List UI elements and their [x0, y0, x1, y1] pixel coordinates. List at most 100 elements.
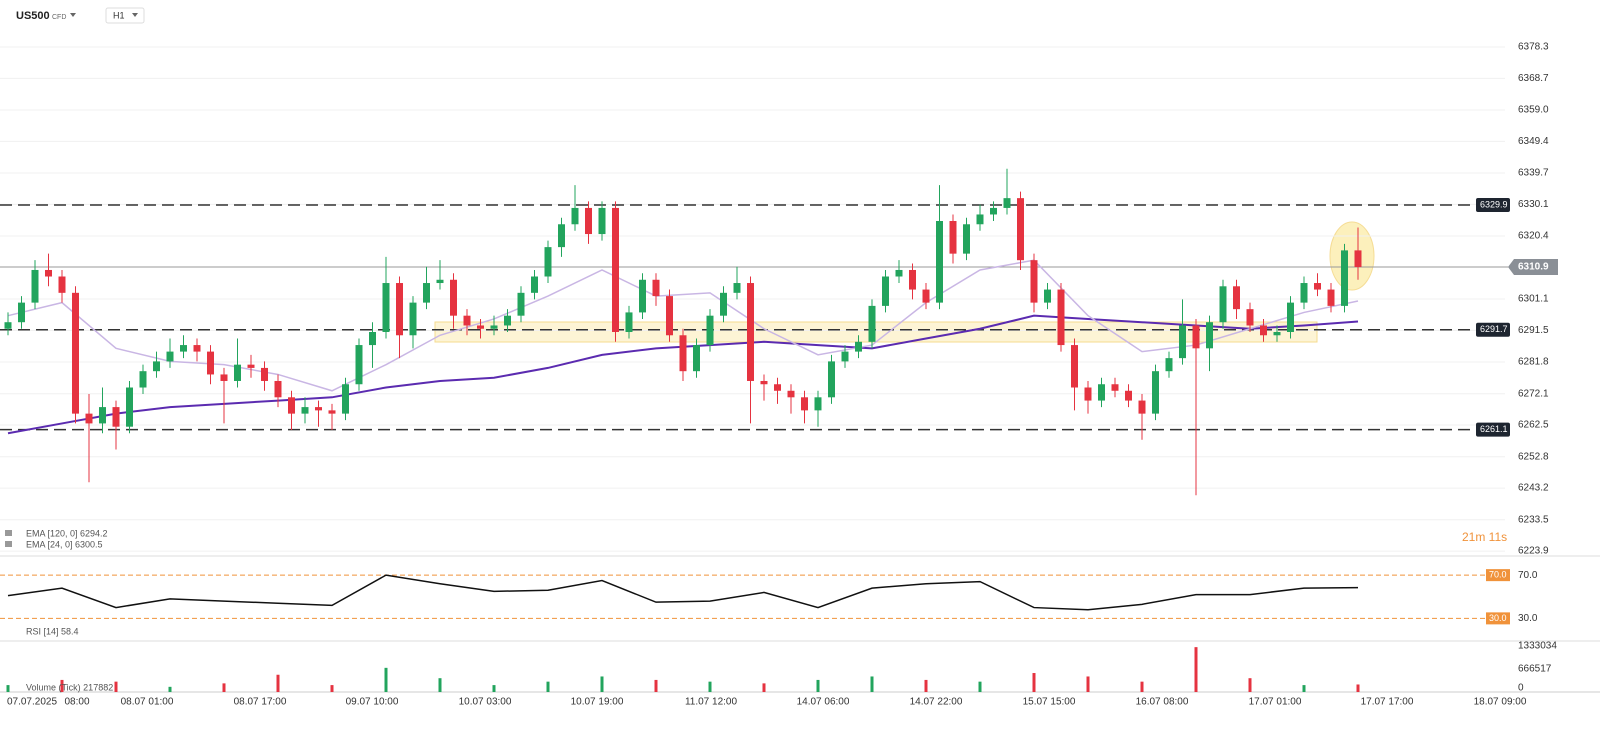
candle-body: [976, 214, 984, 225]
candle-body: [612, 207, 619, 333]
candle-body: [99, 407, 106, 424]
y-tick-label: 6243.2: [1518, 483, 1549, 494]
volume-bar: [1140, 681, 1144, 692]
candle-body: [693, 345, 700, 372]
candle-body: [1179, 325, 1186, 359]
candle-body: [504, 315, 511, 326]
volume-bar: [1302, 685, 1306, 692]
volume-bar: [546, 681, 550, 692]
candle-body: [1030, 260, 1038, 303]
volume-bar: [654, 679, 658, 692]
volume-bar: [1194, 647, 1198, 692]
candle-body: [1044, 289, 1051, 303]
volume-bar: [492, 685, 496, 692]
x-tick-label: 07.07.2025: [7, 697, 57, 708]
volume-bar: [708, 681, 712, 692]
candle-body: [463, 315, 471, 326]
x-tick-label: 18.07 09:00: [1474, 697, 1527, 708]
rsi-tag: [1486, 569, 1510, 582]
y-tick-label: 6339.7: [1518, 168, 1549, 179]
y-tick-label: 6233.5: [1518, 514, 1549, 525]
candle-body: [261, 367, 268, 381]
candle-body: [625, 312, 633, 333]
candle-body: [423, 283, 430, 303]
candle-body: [1003, 198, 1011, 208]
x-tick-label: 17.07 17:00: [1361, 697, 1414, 708]
y-tick-label: 6281.8: [1518, 357, 1549, 368]
candle-body: [990, 207, 997, 215]
x-tick-label: 15.07 15:00: [1023, 697, 1076, 708]
y-tick-label: 1333034: [1518, 641, 1557, 652]
candle-body: [828, 361, 835, 398]
timeframe-dropdown[interactable]: [132, 13, 138, 17]
candle-body: [58, 276, 66, 293]
candle-body: [531, 276, 538, 293]
candle-body: [841, 351, 849, 362]
candle-body: [180, 345, 187, 352]
candle-body: [558, 224, 565, 248]
candle-body: [1098, 384, 1105, 401]
candle-body: [517, 292, 525, 316]
symbol-dropdown[interactable]: [70, 13, 76, 17]
instrument-type: CFD: [52, 14, 66, 21]
candle-body: [1273, 332, 1281, 336]
candle-body: [1071, 345, 1078, 388]
candle-body: [1192, 325, 1200, 349]
volume-legend: Volume (Tick) 217882: [26, 682, 113, 692]
candle-body: [382, 283, 390, 333]
legend-entry: EMA [120, 0] 6294.2: [26, 528, 108, 538]
candle-body: [855, 341, 862, 352]
candle-body: [1260, 325, 1267, 336]
candle-body: [1354, 250, 1362, 268]
volume-bar: [168, 686, 172, 692]
candle-body: [774, 384, 781, 391]
candle-body: [652, 279, 660, 297]
timeframe[interactable]: H1: [113, 10, 125, 20]
rsi-tag-label: 30.0: [1489, 613, 1507, 623]
volume-bar: [222, 683, 226, 692]
y-tick-label: 70.0: [1518, 570, 1538, 581]
candle-body: [666, 296, 673, 336]
y-tick-label: 6320.4: [1518, 231, 1549, 242]
candle-body: [247, 364, 255, 368]
volume-bar: [60, 679, 64, 692]
x-tick-label: 08.07 01:00: [121, 697, 174, 708]
candle-body: [1152, 371, 1159, 414]
symbol[interactable]: US500: [16, 10, 50, 22]
y-tick-label: 6378.3: [1518, 42, 1549, 53]
candle-body: [544, 247, 552, 277]
candle-body: [720, 292, 727, 316]
volume-bar: [1356, 684, 1360, 692]
candle-body: [787, 390, 795, 398]
countdown: 21m 11s: [1462, 530, 1507, 544]
y-tick-label: 666517: [1518, 664, 1552, 675]
level-label: 6291.7: [1480, 324, 1508, 334]
volume-bar: [438, 678, 442, 692]
candle-body: [1314, 283, 1321, 290]
candle-body: [639, 279, 646, 313]
candle-body: [747, 283, 754, 381]
volume-bar: [978, 681, 982, 692]
y-tick-label: 6291.5: [1518, 325, 1549, 336]
legend-icon: [5, 541, 12, 547]
volume-bar: [924, 679, 928, 692]
timeframe-box[interactable]: [105, 7, 145, 24]
x-tick-label: 10.07 03:00: [459, 697, 512, 708]
y-tick-label: 6262.5: [1518, 420, 1549, 431]
candle-body: [1327, 289, 1335, 306]
candle-body: [396, 283, 403, 336]
rsi-line: [7, 574, 1359, 611]
candle-body: [45, 269, 52, 277]
candle-body: [909, 269, 916, 290]
candle-body: [315, 407, 322, 411]
candle-body: [1206, 322, 1213, 349]
candle-body: [882, 276, 889, 306]
y-tick-label: 6330.1: [1518, 199, 1549, 210]
x-tick-label: 10.07 19:00: [571, 697, 624, 708]
volume-bar: [1086, 676, 1090, 692]
level-label: 6261.1: [1480, 424, 1508, 434]
candle-body: [585, 207, 592, 235]
ema-line: [7, 259, 1359, 392]
candle-body: [1084, 387, 1092, 401]
